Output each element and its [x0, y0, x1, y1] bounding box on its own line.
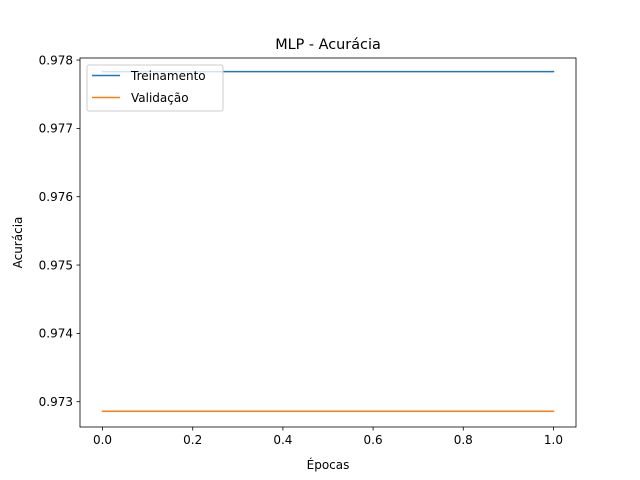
y-axis-ticks: 0.973 0.974 0.975 0.976 0.977 0.978 — [39, 53, 80, 409]
legend-label-validacao: Validação — [131, 91, 189, 105]
legend-label-treinamento: Treinamento — [130, 69, 206, 83]
x-axis-label: Épocas — [307, 457, 350, 472]
y-tick-label: 0.977 — [39, 122, 73, 136]
y-tick-label: 0.974 — [39, 327, 73, 341]
x-tick-label: 0.4 — [273, 433, 292, 447]
y-tick-label: 0.976 — [39, 190, 73, 204]
chart-title: MLP - Acurácia — [275, 37, 381, 53]
x-tick-label: 1.0 — [544, 433, 563, 447]
x-tick-label: 0.0 — [93, 433, 112, 447]
legend: Treinamento Validação — [86, 64, 224, 112]
y-tick-label: 0.973 — [39, 395, 73, 409]
y-tick-label: 0.975 — [39, 258, 73, 272]
legend-box — [86, 64, 224, 112]
y-axis-label: Acurácia — [11, 217, 25, 269]
x-axis-ticks: 0.0 0.2 0.4 0.6 0.8 1.0 — [93, 427, 563, 447]
x-tick-label: 0.6 — [364, 433, 383, 447]
x-tick-label: 0.8 — [454, 433, 473, 447]
axes-frame — [79, 57, 577, 428]
y-tick-label: 0.978 — [39, 53, 73, 67]
x-tick-label: 0.2 — [183, 433, 202, 447]
